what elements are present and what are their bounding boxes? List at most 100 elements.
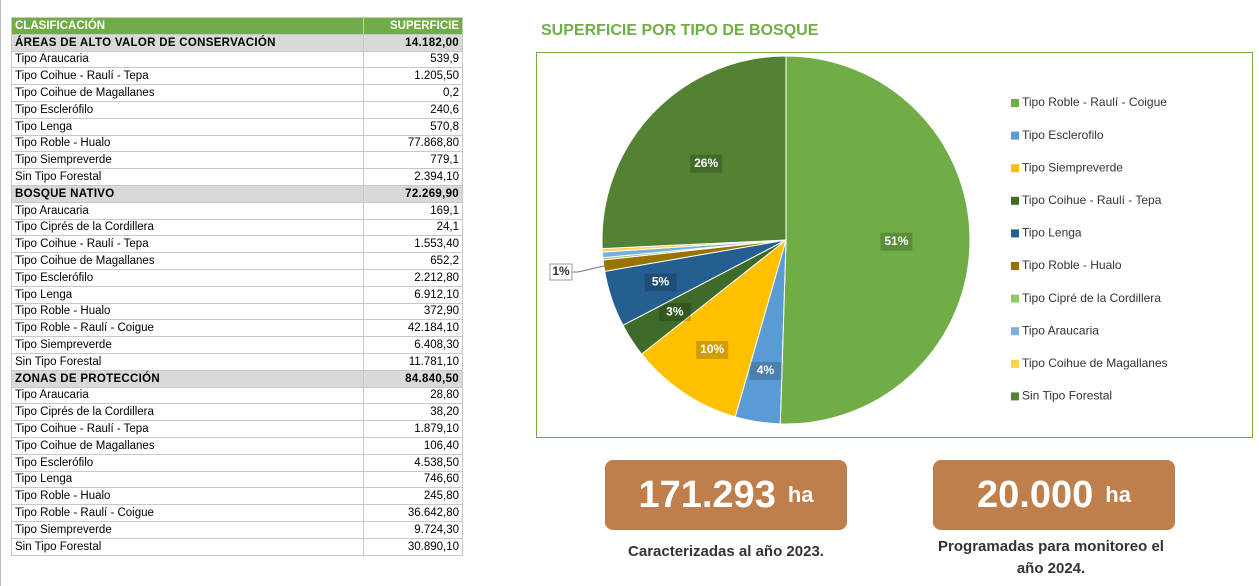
legend-label: Tipo Roble - Hualo [1022, 258, 1122, 272]
stat-card: 171.293 ha [605, 460, 847, 530]
table-row: Tipo Coihue - Raulí - Tepa 1.205,50 [11, 67, 463, 86]
stat-unit: ha [1105, 482, 1131, 507]
stat-card: 20.000 ha [933, 460, 1175, 530]
label-cell: Tipo Coihue - Raulí - Tepa [11, 67, 364, 86]
legend-swatch [1011, 392, 1019, 401]
label-cell: BOSQUE NATIVO [11, 184, 364, 203]
value-cell: 77.868,80 [363, 134, 463, 153]
label-cell: ÁREAS DE ALTO VALOR DE CONSERVACIÓN [11, 33, 364, 52]
legend-swatch [1011, 164, 1019, 173]
label-box [749, 361, 782, 380]
legend-swatch [1011, 131, 1019, 140]
table-row: Tipo Lenga 746,60 [11, 470, 463, 489]
legend-label: Tipo Araucaria [1022, 323, 1099, 337]
table-row: Tipo Lenga 6.912,10 [11, 285, 463, 304]
table-row: Tipo Roble - Raulí - Coigue 42.184,10 [11, 319, 463, 338]
data-label: 1% [552, 264, 570, 278]
stat-caption: Caracterizadas al año 2023. [628, 543, 824, 560]
chart-title: SUPERFICIE POR TIPO DE BOSQUE [541, 22, 819, 39]
value-cell: 36.642,80 [363, 504, 463, 522]
label-cell: Tipo Coihue - Raulí - Tepa [11, 420, 364, 438]
data-label: 3% [666, 304, 684, 318]
data-label: 51% [884, 234, 908, 248]
legend-swatch [1011, 294, 1019, 303]
table-row: Tipo Ciprés de la Cordillera 38,20 [11, 403, 463, 422]
table-row: Tipo Siempreverde 6.408,30 [11, 336, 463, 354]
value-cell: 6.408,30 [363, 336, 463, 354]
value-cell: 245,80 [363, 487, 463, 506]
table-row: Tipo Roble - Hualo 77.868,80 [11, 134, 463, 153]
legend-swatch [1011, 327, 1019, 336]
label-box [690, 154, 723, 173]
value-cell: 9.724,30 [363, 520, 463, 539]
chart-frame [536, 52, 1253, 438]
stat-value: 171.293 [638, 473, 776, 516]
pie-slice [601, 55, 787, 250]
table-row: Tipo Coihue - Raulí - Tepa 1.879,10 [11, 420, 463, 438]
legend-label: Tipo Lenga [1022, 226, 1082, 240]
value-cell: 28,80 [363, 386, 463, 405]
label-cell: Tipo Siempreverde [11, 520, 364, 539]
label-box [880, 232, 913, 251]
label-cell: CLASIFICACIÓN [11, 17, 364, 35]
data-label: 5% [652, 275, 670, 289]
table-row: Tipo Coihue de Magallanes 106,40 [11, 436, 463, 455]
legend-label: Tipo Cipré de la Cordillera [1022, 291, 1161, 305]
stat-caption: Programadas para monitoreo el año 2024. [938, 538, 1164, 577]
label-cell: Tipo Coihue de Magallanes [11, 436, 364, 455]
value-cell: 38,20 [363, 403, 463, 422]
table-row: Sin Tipo Forestal 2.394,10 [11, 168, 463, 186]
legend-label: Sin Tipo Forestal [1022, 389, 1112, 403]
value-cell: 2.212,80 [363, 268, 463, 287]
legend-swatch [1011, 359, 1019, 368]
table-row: Tipo Araucaria 28,80 [11, 386, 463, 405]
value-cell: 6.912,10 [363, 285, 463, 304]
table-row: Sin Tipo Forestal 30.890,10 [11, 537, 463, 556]
legend-label: Tipo Coihue de Magallanes [1022, 356, 1168, 370]
data-label: 26% [694, 156, 718, 170]
label-box [549, 263, 573, 281]
table-row: Tipo Ciprés de la Cordillera 24,1 [11, 218, 463, 237]
label-cell: Tipo Roble - Raulí - Coigue [11, 319, 364, 338]
table-row: Tipo Siempreverde 9.724,30 [11, 520, 463, 539]
label-cell: Tipo Ciprés de la Cordillera [11, 218, 364, 237]
label-box [696, 341, 729, 360]
leader-line [570, 264, 608, 273]
header-row: CLASIFICACIÓN SUPERFICIE [11, 17, 463, 35]
table-row: Tipo Roble - Raulí - Coigue 36.642,80 [11, 504, 463, 522]
legend-swatch [1011, 229, 1019, 238]
value-cell: 30.890,10 [363, 537, 463, 556]
legend-label: Tipo Coihue - Raulí - Tepa [1022, 193, 1162, 207]
legend-label: Tipo Siempreverde [1022, 160, 1123, 174]
section-row: ÁREAS DE ALTO VALOR DE CONSERVACIÓN 14.18… [11, 33, 463, 52]
value-cell: SUPERFICIE [363, 17, 463, 35]
legend-swatch [1011, 99, 1019, 107]
legend-swatch [1011, 262, 1019, 270]
data-table: CLASIFICACIÓN SUPERFICIE ÁREAS DE ALTO VAL… [11, 17, 463, 556]
stat-value: 20.000 [977, 473, 1094, 516]
label-cell: Tipo Coihue de Magallanes [11, 252, 364, 270]
label-box [644, 273, 677, 292]
table-row: Tipo Coihue de Magallanes 652,2 [11, 252, 463, 270]
label-cell: Tipo Siempreverde [11, 336, 364, 354]
value-cell: 4.538,50 [363, 453, 463, 472]
stat-unit: ha [787, 482, 814, 507]
section-row: BOSQUE NATIVO 72.269,90 [11, 184, 463, 203]
data-label: 4% [757, 363, 775, 377]
data-label: 10% [700, 342, 724, 356]
label-cell: Tipo Coihue - Raulí - Tepa [11, 235, 364, 254]
label-cell: Tipo Araucaria [11, 386, 364, 405]
pie-slice [640, 238, 787, 418]
label-box [658, 303, 691, 322]
label-cell: Tipo Lenga [11, 470, 364, 489]
label-cell: ZONAS DE PROTECCIÓN [11, 369, 364, 388]
legend-label: Tipo Esclerofilo [1022, 128, 1104, 142]
label-cell: Sin Tipo Forestal [11, 537, 364, 556]
table-row: Tipo Esclerófilo 2.212,80 [11, 268, 463, 287]
label-cell: Sin Tipo Forestal [11, 168, 364, 186]
table-row: Tipo Coihue - Raulí - Tepa 1.553,40 [11, 235, 463, 254]
legend-swatch [1011, 196, 1019, 205]
pie-slice [779, 55, 971, 425]
